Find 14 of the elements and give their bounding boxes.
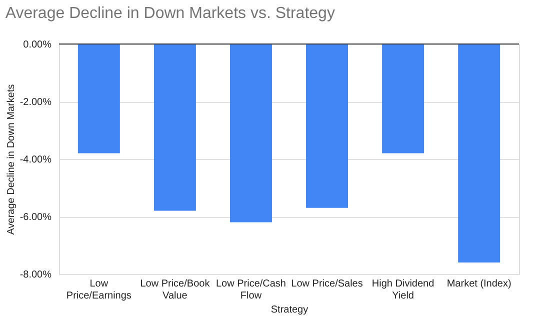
chart-title: Average Decline in Down Markets vs. Strategy: [5, 5, 335, 22]
x-tick-label: High Dividend Yield: [372, 278, 434, 302]
x-axis-title: Strategy: [270, 304, 308, 316]
y-tick-label: 0.00%: [23, 40, 52, 50]
x-tick-label: Low Price/Book Value: [140, 278, 211, 302]
y-tick-label: -6.00%: [20, 212, 52, 223]
x-tick-label: Low Price/Earnings: [66, 278, 132, 302]
y-tick-label: -4.00%: [20, 154, 52, 166]
x-tick-label: Low Price/Sales: [291, 278, 363, 290]
x-tick-label: Market (Index): [446, 278, 512, 290]
y-axis-title: Average Decline in Down Markets: [6, 84, 17, 235]
y-tick-label: -2.00%: [20, 97, 52, 108]
y-tick-label: -8.00%: [20, 270, 52, 280]
x-tick-label: Low Price/Cash Flow: [216, 278, 286, 302]
